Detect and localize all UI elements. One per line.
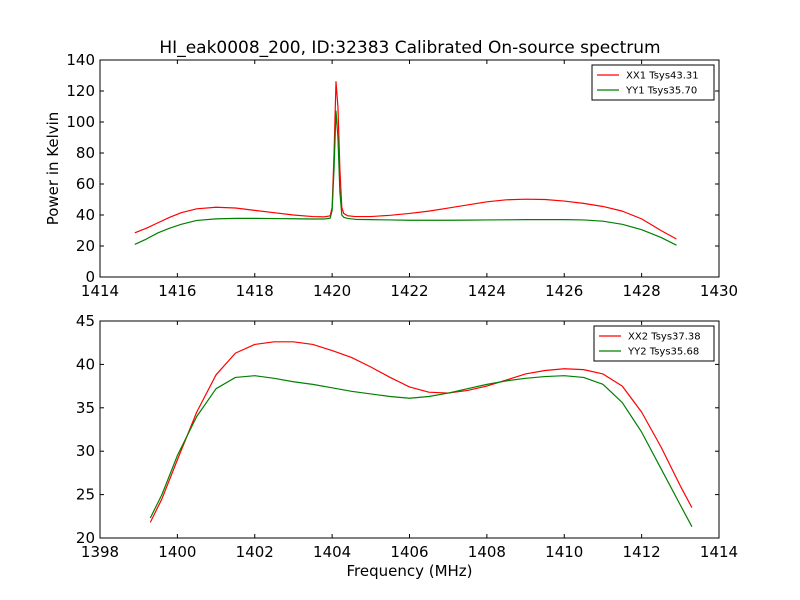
legend: XX2 Tsys37.38 YY2 Tsys35.68 [593, 325, 715, 362]
x-tick-label: 1408 [468, 543, 506, 561]
y-tick-label: 80 [76, 144, 95, 162]
y-tick-label: 140 [66, 51, 95, 69]
x-tick-label: 1402 [236, 543, 274, 561]
x-tick-label: 1416 [158, 282, 196, 300]
x-tick-label: 1414 [81, 282, 119, 300]
x-tick-label: 1414 [700, 543, 738, 561]
x-tick-label: 1422 [390, 282, 428, 300]
x-tick-label: 1428 [623, 282, 661, 300]
y-tick-label: 30 [76, 442, 95, 460]
x-tick-label: 1404 [313, 543, 351, 561]
x-tick-label: 1400 [158, 543, 196, 561]
series-line-2-2 [149, 375, 693, 528]
x-tick-label: 1412 [623, 543, 661, 561]
top-panel: 1414 1416 1418 1420 1422 1424 1426 1428 1430 0 20 4… [44, 51, 738, 300]
y-tick-label: 25 [76, 486, 95, 504]
x-tick-label: 1426 [545, 282, 583, 300]
legend-box [593, 325, 715, 362]
series-line-1-2 [134, 110, 677, 246]
y-axis-label: Power in Kelvin [44, 112, 62, 226]
legend-entry: XX2 Tsys37.38 [628, 332, 701, 343]
y-tick-label: 100 [66, 113, 95, 131]
y-tick-label: 0 [85, 268, 95, 286]
y-tick-label: 120 [66, 82, 95, 100]
legend-box [591, 64, 715, 101]
series-line-2-1 [149, 341, 693, 523]
x-tick-label: 1398 [81, 543, 119, 561]
x-tick-label: 1420 [313, 282, 351, 300]
x-tick-label: 1418 [236, 282, 274, 300]
y-tick-label: 35 [76, 399, 95, 417]
x-tick-label: 1430 [700, 282, 738, 300]
y-tick-label: 20 [76, 237, 95, 255]
y-tick-label: 40 [76, 355, 95, 373]
legend-entry: YY1 Tsys35.70 [625, 86, 697, 97]
y-tick-label: 45 [76, 312, 95, 330]
y-tick-label: 20 [76, 529, 95, 547]
x-axis-label: Frequency (MHz) [346, 562, 472, 580]
y-tick-label: 40 [76, 206, 95, 224]
legend: XX1 Tsys43.31 YY1 Tsys35.70 [591, 64, 715, 101]
y-tick-label: 60 [76, 175, 95, 193]
figure-title: HI_eak0008_200, ID:32383 Calibrated On-s… [159, 38, 660, 58]
x-tick-label: 1424 [468, 282, 506, 300]
x-tick-label: 1410 [545, 543, 583, 561]
legend-entry: YY2 Tsys35.68 [627, 347, 699, 358]
bottom-panel: 1398 1400 1402 1404 1406 1408 1410 1412 1414 20 25… [76, 312, 738, 580]
legend-entry: XX1 Tsys43.31 [626, 71, 699, 82]
series-line-1-1 [134, 81, 677, 240]
x-tick-label: 1406 [390, 543, 428, 561]
